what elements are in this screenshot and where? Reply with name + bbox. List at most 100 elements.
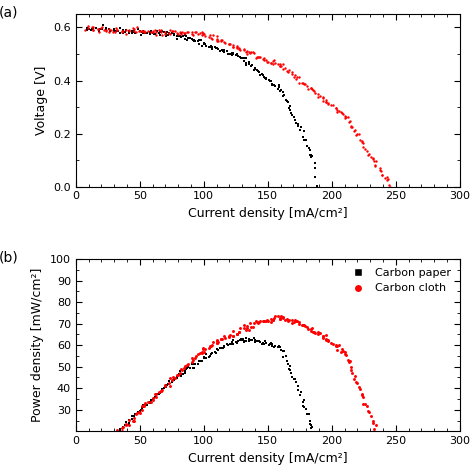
Point <box>102 25 110 32</box>
Point <box>206 354 213 361</box>
Point <box>214 37 221 45</box>
Point <box>252 317 260 325</box>
Point <box>376 164 383 172</box>
Point <box>291 71 298 79</box>
Point <box>162 383 170 391</box>
Point <box>329 101 337 109</box>
Point <box>252 54 260 62</box>
Point <box>169 29 176 36</box>
Point <box>177 28 184 36</box>
Point <box>303 142 310 150</box>
Point <box>372 421 379 429</box>
Point <box>262 74 269 82</box>
Point <box>265 77 273 84</box>
Point <box>325 337 332 345</box>
Point <box>98 24 106 31</box>
Point <box>249 323 257 331</box>
Point <box>262 339 270 346</box>
Point <box>294 386 302 393</box>
Point <box>198 42 206 50</box>
Point <box>298 321 306 329</box>
Point <box>226 332 233 340</box>
Point <box>341 112 349 120</box>
Point <box>87 27 95 34</box>
Point <box>348 123 356 131</box>
Point <box>363 402 371 410</box>
Point <box>125 28 133 36</box>
Point <box>241 337 248 345</box>
Point <box>150 395 157 402</box>
Point <box>268 340 276 348</box>
Point <box>328 101 335 109</box>
Point <box>314 91 321 98</box>
Point <box>300 133 307 141</box>
Point <box>165 29 173 37</box>
Point <box>105 438 113 445</box>
Point <box>166 383 173 390</box>
Point <box>370 157 378 164</box>
Point <box>209 349 216 357</box>
Point <box>156 28 164 36</box>
Point <box>215 346 222 354</box>
Point <box>149 395 157 402</box>
Point <box>198 28 206 36</box>
Point <box>125 419 133 427</box>
Point <box>370 425 378 433</box>
Point <box>154 390 161 398</box>
Point <box>280 347 288 355</box>
Point <box>220 48 228 55</box>
Point <box>242 326 250 334</box>
Point <box>245 335 253 343</box>
Point <box>160 28 168 36</box>
Point <box>184 34 191 42</box>
Point <box>110 27 118 35</box>
Point <box>214 339 221 347</box>
Point <box>97 448 105 456</box>
Point <box>97 25 104 33</box>
Point <box>89 26 97 34</box>
Point <box>285 317 293 324</box>
Point <box>181 29 189 37</box>
Point <box>220 38 228 46</box>
Point <box>105 436 113 443</box>
Point <box>174 30 182 38</box>
Point <box>172 27 179 35</box>
Point <box>155 388 163 395</box>
Point <box>132 410 140 418</box>
Point <box>195 40 203 48</box>
Point <box>356 136 364 144</box>
Point <box>112 24 120 32</box>
Point <box>344 356 351 363</box>
Point <box>292 378 300 386</box>
Point <box>382 174 389 182</box>
Point <box>240 57 248 65</box>
Point <box>347 366 355 374</box>
Point <box>283 315 291 322</box>
Point <box>213 337 220 345</box>
Point <box>194 30 201 37</box>
Point <box>283 97 291 105</box>
Point <box>201 346 209 353</box>
Point <box>237 54 245 62</box>
Point <box>177 30 185 38</box>
Point <box>347 122 355 130</box>
Point <box>244 324 251 331</box>
Point <box>239 336 246 343</box>
Point <box>92 24 100 32</box>
Point <box>287 109 294 117</box>
Point <box>118 425 126 432</box>
Point <box>99 21 107 28</box>
Point <box>132 410 139 418</box>
Point <box>173 374 181 382</box>
Point <box>365 408 373 416</box>
Point <box>276 63 284 70</box>
Point <box>200 30 207 37</box>
Point <box>270 316 277 324</box>
Point <box>319 335 327 342</box>
Point <box>328 339 335 347</box>
Point <box>277 86 285 94</box>
Point <box>198 357 206 365</box>
Point <box>136 410 144 417</box>
Point <box>138 27 146 35</box>
Point <box>259 317 267 325</box>
